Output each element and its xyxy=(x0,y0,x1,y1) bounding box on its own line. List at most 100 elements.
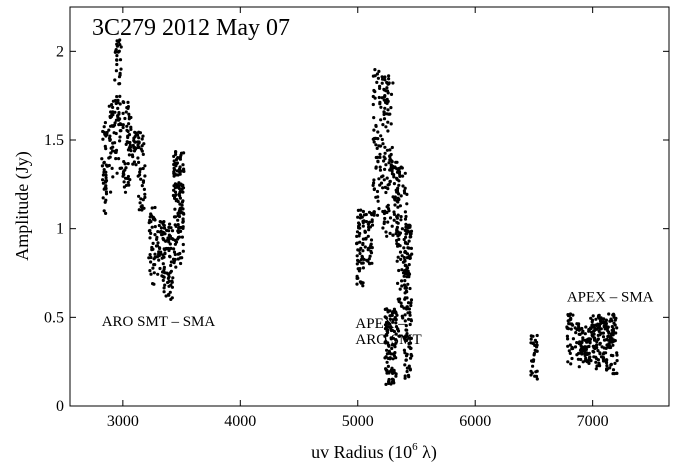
data-point xyxy=(127,112,131,116)
data-point xyxy=(531,364,535,368)
data-point xyxy=(355,276,359,280)
data-point xyxy=(402,189,406,193)
data-point xyxy=(383,356,387,360)
data-point xyxy=(390,366,394,370)
data-point xyxy=(381,209,385,214)
data-point xyxy=(407,317,411,321)
data-point xyxy=(401,174,405,178)
data-point xyxy=(601,335,606,339)
data-point xyxy=(138,131,142,135)
data-point xyxy=(404,358,408,362)
data-point xyxy=(141,152,145,156)
data-point xyxy=(143,174,147,178)
data-point xyxy=(179,182,183,186)
data-point xyxy=(149,260,153,264)
data-point xyxy=(172,188,176,192)
data-point xyxy=(102,160,106,164)
data-point xyxy=(388,356,392,360)
data-point xyxy=(114,118,118,122)
data-point xyxy=(356,258,360,262)
data-point xyxy=(153,218,157,222)
data-point xyxy=(396,230,400,234)
y-tick-label: 1 xyxy=(56,221,64,238)
data-point xyxy=(162,265,166,269)
data-point xyxy=(400,254,404,258)
data-point xyxy=(387,371,391,375)
data-point xyxy=(355,230,360,234)
data-point xyxy=(607,330,611,334)
data-point xyxy=(166,246,170,251)
data-point xyxy=(181,163,185,167)
data-point xyxy=(532,351,537,356)
data-point xyxy=(392,368,396,372)
data-point xyxy=(404,251,408,255)
data-point xyxy=(172,247,176,251)
data-point xyxy=(355,262,359,266)
data-point xyxy=(180,203,184,207)
data-point xyxy=(175,198,179,202)
data-point xyxy=(383,145,387,149)
data-point xyxy=(162,255,166,259)
data-point xyxy=(125,106,129,110)
data-point xyxy=(148,253,152,257)
data-point xyxy=(387,349,391,353)
data-point xyxy=(612,321,616,325)
data-point xyxy=(397,179,401,183)
data-point xyxy=(162,223,166,228)
data-point xyxy=(164,294,168,298)
data-point xyxy=(162,220,166,224)
data-point xyxy=(596,322,600,326)
data-point xyxy=(407,272,412,276)
data-point xyxy=(169,226,173,230)
data-point xyxy=(589,359,593,363)
data-point xyxy=(383,307,387,311)
data-point xyxy=(174,164,178,168)
data-point xyxy=(382,178,386,182)
data-point xyxy=(151,241,155,245)
data-point xyxy=(588,341,592,345)
data-point xyxy=(170,237,174,241)
data-point xyxy=(384,163,388,167)
data-point xyxy=(400,304,404,308)
data-point xyxy=(606,334,610,339)
data-point xyxy=(566,360,570,364)
data-point xyxy=(583,348,587,352)
data-point xyxy=(381,186,385,190)
data-point xyxy=(591,344,595,348)
data-point xyxy=(605,358,609,362)
data-point xyxy=(100,157,104,161)
data-point xyxy=(609,353,614,357)
data-point xyxy=(172,259,177,263)
data-point xyxy=(386,321,390,326)
data-point xyxy=(148,215,152,219)
data-point xyxy=(139,197,143,201)
data-point xyxy=(384,367,388,371)
data-points xyxy=(100,38,619,386)
data-point xyxy=(604,361,609,365)
data-point xyxy=(391,165,395,169)
data-point xyxy=(118,94,122,98)
data-point xyxy=(573,345,578,349)
data-point xyxy=(406,282,410,286)
data-point xyxy=(367,228,371,232)
data-point xyxy=(103,200,107,204)
data-point xyxy=(407,336,411,340)
data-point xyxy=(614,316,618,320)
data-point xyxy=(389,122,393,126)
data-point xyxy=(137,208,141,212)
data-point xyxy=(156,272,160,276)
data-point xyxy=(404,286,408,290)
data-point xyxy=(409,336,413,340)
data-point xyxy=(177,214,182,219)
data-point xyxy=(590,333,594,337)
data-point xyxy=(583,359,587,363)
data-point xyxy=(358,280,362,284)
data-point xyxy=(373,74,377,78)
x-tick-label: 4000 xyxy=(224,413,256,430)
data-point xyxy=(153,233,157,237)
data-point xyxy=(594,360,598,364)
data-point xyxy=(568,343,572,347)
data-point xyxy=(380,75,384,79)
data-point xyxy=(405,202,409,206)
data-point xyxy=(381,142,385,146)
